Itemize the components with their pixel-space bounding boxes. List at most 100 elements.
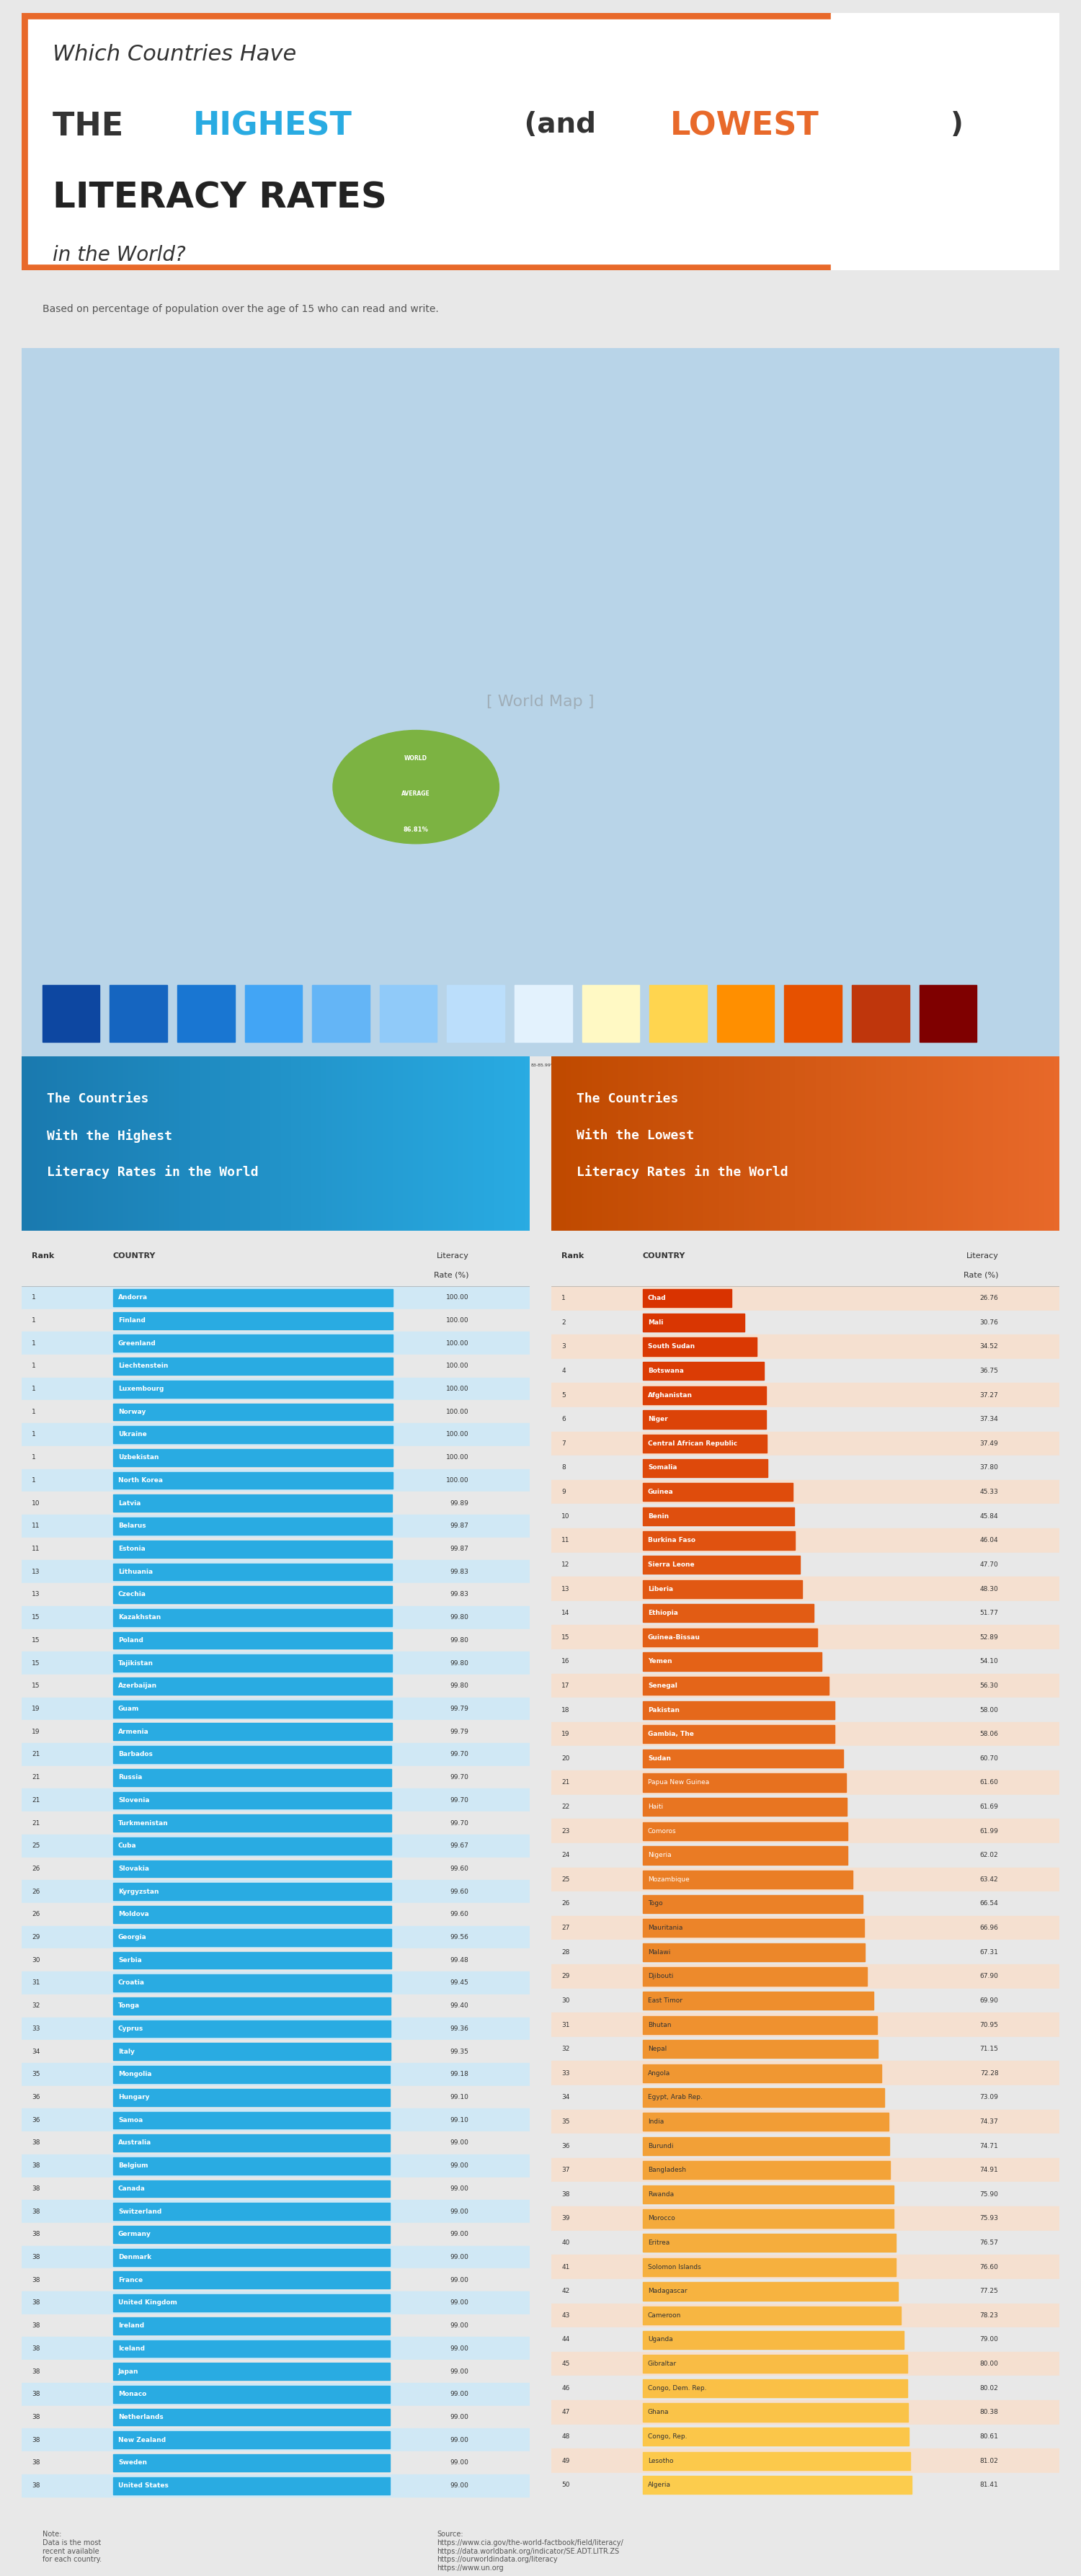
Bar <box>551 1698 1059 1721</box>
Text: 99.00: 99.00 <box>450 2141 469 2146</box>
Text: 99.00: 99.00 <box>450 2277 469 2282</box>
Bar <box>852 984 909 1041</box>
Bar <box>114 2066 390 2084</box>
Text: Liechtenstein: Liechtenstein <box>118 1363 169 1370</box>
Bar <box>22 2063 530 2087</box>
Bar <box>114 2385 390 2403</box>
Text: 13: 13 <box>31 1569 40 1574</box>
Bar <box>22 1994 530 2017</box>
Text: 10: 10 <box>31 1499 40 1507</box>
Text: 37.34: 37.34 <box>979 1417 999 1422</box>
Text: 94-95.99%: 94-95.99% <box>261 1064 285 1066</box>
Bar <box>114 1837 391 1855</box>
Text: 95-97.99%: 95-97.99% <box>193 1064 218 1066</box>
Text: 11: 11 <box>31 1522 40 1530</box>
Bar <box>551 1989 1059 2012</box>
Text: 47: 47 <box>561 2409 570 2416</box>
Text: Pakistan: Pakistan <box>648 1708 680 1713</box>
Text: 100.00: 100.00 <box>446 1409 469 1414</box>
Text: Mozambique: Mozambique <box>648 1875 690 1883</box>
Text: Cuba: Cuba <box>118 1842 136 1850</box>
Text: Kyrgyzstan: Kyrgyzstan <box>118 1888 159 1896</box>
Bar <box>643 2259 896 2277</box>
Bar <box>114 2136 390 2151</box>
Bar <box>551 2329 1059 2352</box>
Text: 100.00: 100.00 <box>446 1386 469 1391</box>
Text: Uganda: Uganda <box>648 2336 672 2342</box>
Bar <box>643 2380 907 2398</box>
Text: 80.38: 80.38 <box>979 2409 999 2416</box>
Bar <box>114 2202 390 2221</box>
Text: 1: 1 <box>31 1293 36 1301</box>
Bar <box>22 1285 530 1309</box>
Bar <box>551 2061 1059 2087</box>
Text: Rate (%): Rate (%) <box>963 1273 999 1278</box>
Bar <box>551 2110 1059 2133</box>
Bar <box>114 2362 390 2380</box>
Text: 33: 33 <box>561 2071 570 2076</box>
Text: Croatia: Croatia <box>118 1981 145 1986</box>
Bar <box>643 1991 873 2009</box>
Text: Egypt, Arab Rep.: Egypt, Arab Rep. <box>648 2094 703 2099</box>
Text: Yemen: Yemen <box>648 1659 672 1664</box>
Bar <box>551 1844 1059 1868</box>
Bar <box>22 2269 530 2293</box>
Text: 60-69.99%: 60-69.99% <box>733 1064 758 1066</box>
Text: 75.93: 75.93 <box>979 2215 999 2221</box>
Text: 26: 26 <box>561 1901 570 1906</box>
Text: 99.67: 99.67 <box>450 1842 469 1850</box>
Text: 99.70: 99.70 <box>450 1819 469 1826</box>
Text: 21: 21 <box>561 1780 570 1785</box>
Text: Ethiopia: Ethiopia <box>648 1610 678 1615</box>
Circle shape <box>333 732 499 845</box>
Text: 15: 15 <box>31 1659 40 1667</box>
Bar <box>114 1883 391 1901</box>
Text: 80.00: 80.00 <box>979 2360 999 2367</box>
Bar <box>785 984 842 1041</box>
Text: 34: 34 <box>561 2094 570 2099</box>
Bar <box>177 984 235 1041</box>
Bar <box>114 2432 390 2450</box>
Text: 56.30: 56.30 <box>979 1682 999 1690</box>
Text: 99.56: 99.56 <box>450 1935 469 1940</box>
Text: 16: 16 <box>561 1659 570 1664</box>
Text: 40: 40 <box>561 2239 570 2246</box>
Text: 61.69: 61.69 <box>979 1803 999 1811</box>
Text: 99.00: 99.00 <box>450 2483 469 2488</box>
Text: India: India <box>648 2117 664 2125</box>
Text: Greenland: Greenland <box>118 1340 156 1347</box>
Text: 43: 43 <box>561 2313 570 2318</box>
Text: 99.10: 99.10 <box>450 2094 469 2099</box>
Bar <box>551 2038 1059 2061</box>
Text: 74.71: 74.71 <box>979 2143 999 2148</box>
Text: 31: 31 <box>31 1981 40 1986</box>
Text: 1: 1 <box>31 1363 36 1370</box>
Text: Sudan: Sudan <box>648 1754 671 1762</box>
Text: 26.76: 26.76 <box>979 1296 999 1301</box>
Text: North Korea: North Korea <box>118 1476 163 1484</box>
Text: Poland: Poland <box>118 1636 144 1643</box>
Text: Moldova: Moldova <box>118 1911 149 1917</box>
Bar <box>643 1288 731 1309</box>
Text: 36: 36 <box>31 2117 40 2123</box>
Bar <box>22 2017 530 2040</box>
Text: Congo, Dem. Rep.: Congo, Dem. Rep. <box>648 2385 707 2391</box>
Text: 100.00: 100.00 <box>446 1363 469 1370</box>
Text: 38: 38 <box>31 2367 40 2375</box>
Text: Literacy: Literacy <box>966 1252 999 1260</box>
Bar <box>22 1378 530 1401</box>
Bar <box>551 1432 1059 1455</box>
Bar <box>551 2401 1059 2424</box>
Text: Iceland: Iceland <box>118 2344 145 2352</box>
Text: Serbia: Serbia <box>118 1958 142 1963</box>
Bar <box>114 1517 392 1535</box>
Text: Lithuania: Lithuania <box>118 1569 152 1574</box>
Text: Rwanda: Rwanda <box>648 2192 673 2197</box>
Bar <box>379 984 437 1041</box>
Text: 100.00: 100.00 <box>446 1432 469 1437</box>
Bar <box>22 1584 530 1605</box>
Text: Based on percentage of population over the age of 15 who can read and write.: Based on percentage of population over t… <box>42 304 439 314</box>
Text: 71.15: 71.15 <box>979 2045 999 2053</box>
Bar <box>22 1904 530 1927</box>
Bar <box>643 1412 766 1430</box>
